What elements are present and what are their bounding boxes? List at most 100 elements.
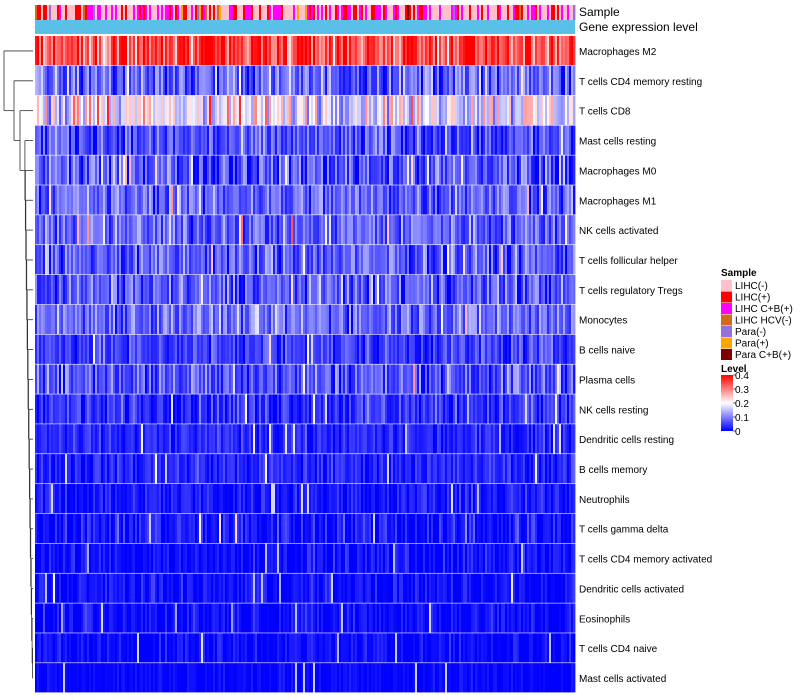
- sample-annotation-cell: [171, 5, 174, 20]
- heatmap-cell: [351, 274, 354, 305]
- heatmap-cell: [135, 454, 138, 484]
- heatmap-cell: [267, 424, 270, 454]
- heatmap-cell: [571, 513, 574, 544]
- heatmap-cell: [397, 454, 400, 484]
- heatmap-cell: [495, 155, 498, 185]
- heatmap-cell: [573, 483, 576, 514]
- sample-annotation-cell: [73, 5, 76, 20]
- heatmap-cell: [319, 65, 322, 96]
- heatmap-cell: [561, 334, 564, 364]
- heatmap-cell: [381, 125, 384, 155]
- sample-annotation-cell: [569, 5, 572, 20]
- heatmap-cell: [229, 483, 232, 514]
- heatmap-cell: [519, 65, 522, 96]
- heatmap-cell: [523, 274, 526, 305]
- heatmap-cell: [563, 334, 566, 364]
- heatmap-cell: [41, 364, 44, 394]
- heatmap-cell: [243, 65, 246, 96]
- heatmap-cell: [165, 274, 168, 305]
- heatmap-cell: [59, 125, 62, 155]
- heatmap-cell: [91, 95, 94, 125]
- heatmap-cell: [317, 454, 320, 484]
- heatmap-cell: [485, 304, 488, 335]
- heatmap-cell: [517, 125, 520, 155]
- heatmap-cell: [389, 95, 392, 125]
- heatmap-cell: [555, 394, 558, 424]
- heatmap-cell: [47, 334, 50, 364]
- heatmap-cell: [47, 304, 50, 335]
- heatmap-cell: [307, 454, 310, 484]
- sample-annotation-cell: [529, 5, 532, 20]
- heatmap-cell: [113, 185, 116, 215]
- heatmap-cell: [423, 483, 426, 514]
- heatmap-cell: [521, 274, 524, 305]
- heatmap-cell: [355, 483, 358, 514]
- heatmap-cell: [259, 543, 262, 573]
- sample-annotation-cell: [213, 5, 216, 20]
- heatmap-cell: [235, 364, 238, 394]
- heatmap-cell: [359, 185, 362, 215]
- heatmap-cell: [133, 483, 136, 514]
- sample-annotation-cell: [329, 5, 332, 20]
- heatmap-cell: [193, 36, 196, 66]
- heatmap-cell: [357, 364, 360, 394]
- heatmap-cell: [173, 95, 176, 125]
- heatmap-cell: [335, 185, 338, 215]
- heatmap-cell: [67, 36, 70, 66]
- heatmap-cell: [373, 513, 376, 544]
- heatmap-cell: [151, 364, 154, 394]
- heatmap-cell: [245, 543, 248, 573]
- heatmap-cell: [101, 304, 104, 335]
- heatmap-cell: [365, 185, 368, 215]
- heatmap-cell: [115, 155, 118, 185]
- heatmap-cell: [201, 304, 204, 335]
- heatmap-cell: [39, 65, 42, 96]
- heatmap-cell: [261, 483, 264, 514]
- heatmap-cell: [503, 245, 506, 275]
- heatmap-cell: [457, 454, 460, 484]
- heatmap-cell: [343, 125, 346, 155]
- heatmap-cell: [473, 513, 476, 544]
- heatmap-cell: [211, 274, 214, 305]
- heatmap-cell: [303, 364, 306, 394]
- heatmap-cell: [251, 424, 254, 454]
- heatmap-cell: [453, 364, 456, 394]
- heatmap-cell: [449, 274, 452, 305]
- heatmap-cell: [311, 125, 314, 155]
- heatmap-cell: [161, 334, 164, 364]
- heatmap-cell: [241, 513, 244, 544]
- heatmap-cell: [147, 364, 150, 394]
- heatmap-cell: [257, 95, 260, 125]
- heatmap-cell: [395, 95, 398, 125]
- heatmap-cell: [425, 274, 428, 305]
- heatmap-cell: [463, 155, 466, 185]
- heatmap-row: [35, 454, 576, 484]
- heatmap-cell: [469, 304, 472, 335]
- heatmap-cell: [93, 304, 96, 335]
- sample-annotation-cell: [435, 5, 438, 20]
- heatmap-cell: [497, 394, 500, 424]
- heatmap-cell: [413, 364, 416, 394]
- heatmap-cell: [131, 125, 134, 155]
- heatmap-cell: [389, 513, 392, 544]
- heatmap-cell: [389, 185, 392, 215]
- heatmap-cell: [291, 215, 294, 245]
- heatmap-cell: [545, 364, 548, 394]
- heatmap-cell: [287, 95, 290, 125]
- heatmap-cell: [173, 65, 176, 96]
- heatmap-cell: [497, 95, 500, 125]
- heatmap-cell: [343, 36, 346, 66]
- heatmap-cell: [471, 155, 474, 185]
- heatmap-cell: [479, 454, 482, 484]
- heatmap-cell: [545, 513, 548, 544]
- heatmap-cell: [269, 155, 272, 185]
- heatmap-cell: [303, 334, 306, 364]
- heatmap-cell: [153, 185, 156, 215]
- heatmap-cell: [249, 483, 252, 514]
- heatmap-cell: [327, 155, 330, 185]
- heatmap-cell: [363, 274, 366, 305]
- heatmap-cell: [49, 334, 52, 364]
- heatmap-cell: [429, 424, 432, 454]
- heatmap-row: [35, 543, 576, 573]
- heatmap-cell: [193, 424, 196, 454]
